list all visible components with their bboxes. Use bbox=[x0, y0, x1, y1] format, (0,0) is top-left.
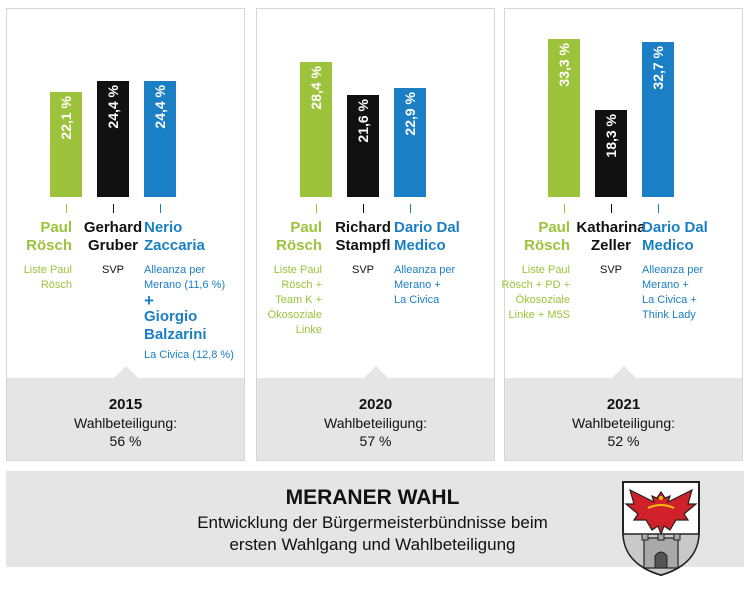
alliance-label: Alleanza per Merano + La Civica bbox=[394, 264, 456, 306]
candidate-info: Paul Rösch Liste Paul Rösch + Team K + Ökosoz… bbox=[268, 219, 322, 338]
bar-value-label: 24,4 % bbox=[105, 85, 121, 129]
bar: 22,9 % bbox=[394, 88, 426, 197]
bar-value-label: 22,9 % bbox=[402, 92, 418, 136]
candidate-info: Richard Stampfl SVP bbox=[335, 219, 391, 278]
tick-mark bbox=[66, 204, 67, 213]
candidate-name: Giorgio Balzarini bbox=[144, 308, 207, 343]
banner-subtitle: Entwicklung der Bürgermeisterbündnisse b… bbox=[0, 512, 745, 556]
bar: 24,4 % bbox=[97, 81, 129, 197]
alliance-label: SVP bbox=[599, 264, 622, 276]
candidate-info: Paul Rösch Liste Paul Rösch bbox=[24, 219, 72, 293]
election-year: 2015 bbox=[108, 396, 143, 413]
plus-sign: + bbox=[144, 291, 154, 310]
bar: 22,1 % bbox=[50, 92, 82, 197]
tick-mark bbox=[611, 204, 612, 213]
turnout-value: 57 % bbox=[359, 433, 392, 449]
candidate-name: Dario Dal Medico bbox=[642, 219, 708, 254]
turnout-label: Wahlbeteiligung: bbox=[74, 415, 177, 431]
candidate-name: Paul Rösch bbox=[26, 219, 72, 254]
tick-mark bbox=[363, 204, 364, 213]
candidate-info: Nerio Zaccaria Alleanza per Merano (11,6 %)… bbox=[144, 219, 234, 363]
chart-panel-2020: 28,4 % Paul Rösch Liste Paul Rösch + Team K +… bbox=[256, 8, 495, 461]
bar: 24,4 % bbox=[144, 81, 176, 197]
turnout-value: 52 % bbox=[607, 433, 640, 449]
eagle-coat-of-arms-icon bbox=[622, 481, 700, 577]
candidate-name: Richard Stampfl bbox=[335, 219, 391, 254]
candidate-column: 32,7 % Dario Dal Medico Alleanza per Merano … bbox=[632, 9, 712, 449]
banner-subtitle-line-1: Entwicklung der Bürgermeisterbündnisse b… bbox=[197, 513, 548, 532]
alliance-label: Liste Paul Rösch + PD + Ökosoziale Linke + … bbox=[501, 264, 570, 321]
tick-mark bbox=[316, 204, 317, 213]
turnout-value: 56 % bbox=[109, 433, 142, 449]
candidate-name: Paul Rösch bbox=[524, 219, 570, 254]
turnout-label: Wahlbeteiligung: bbox=[324, 415, 427, 431]
bar-value-label: 24,4 % bbox=[152, 85, 168, 129]
alliance-label: Liste Paul Rösch bbox=[23, 264, 72, 291]
tick-mark bbox=[410, 204, 411, 213]
panel-footer: 2020 Wahlbeteiligung: 57 % bbox=[257, 366, 494, 460]
candidate-info: Paul Rösch Liste Paul Rösch + PD + Ökosozial… bbox=[502, 219, 570, 323]
candidate-name: Gerhard Gruber bbox=[83, 219, 143, 254]
candidate-column: 22,1 % Paul Rösch Liste Paul Rösch bbox=[24, 9, 120, 449]
candidate-column: 24,4 % Nerio Zaccaria Alleanza per Merano (1… bbox=[134, 9, 234, 449]
bar-value-label: 32,7 % bbox=[650, 45, 666, 90]
candidate-info: Katharina Zeller SVP bbox=[576, 219, 645, 278]
alliance-label: Alleanza per Merano (11,6 %) bbox=[144, 264, 226, 291]
bar-value-label: 28,4 % bbox=[308, 66, 324, 110]
candidate-name: Katharina Zeller bbox=[576, 219, 646, 254]
candidate-info: Dario Dal Medico Alleanza per Merano + La Ci… bbox=[642, 219, 708, 323]
bar: 18,3 % bbox=[595, 110, 627, 197]
chart-panel-2015: 22,1 % Paul Rösch Liste Paul Rösch 24,4 % Gerh… bbox=[6, 8, 245, 461]
candidate-column: 33,3 % Paul Rösch Liste Paul Rösch + PD + Öko… bbox=[502, 9, 618, 449]
candidate-column: 18,3 % Katharina Zeller SVP bbox=[576, 9, 665, 449]
alliance-label: SVP bbox=[101, 264, 125, 276]
candidate-column: 22,9 % Dario Dal Medico Alleanza per Merano … bbox=[384, 9, 464, 449]
bar: 28,4 % bbox=[300, 62, 332, 197]
bar: 33,3 % bbox=[548, 39, 580, 197]
candidate-info: Dario Dal Medico Alleanza per Merano + La Ci… bbox=[394, 219, 460, 308]
election-year: 2020 bbox=[358, 396, 393, 413]
candidate-name: Dario Dal Medico bbox=[394, 219, 460, 254]
tick-mark bbox=[160, 204, 161, 213]
turnout-label: Wahlbeteiligung: bbox=[572, 415, 675, 431]
alliance-label: Alleanza per Merano + La Civica + Think Lad… bbox=[642, 264, 704, 321]
candidate-column: 24,4 % Gerhard Gruber SVP bbox=[84, 9, 167, 449]
candidate-name: Nerio Zaccaria bbox=[144, 219, 205, 254]
tick-mark bbox=[658, 204, 659, 213]
candidate-info: Gerhard Gruber SVP bbox=[84, 219, 142, 278]
banner-subtitle-line-2: ersten Wahlgang und Wahlbeteiligung bbox=[229, 535, 516, 554]
alliance-label: Liste Paul Rösch + Team K + Ökosoziale Linke bbox=[267, 264, 322, 336]
bar-value-label: 21,6 % bbox=[355, 98, 371, 143]
alliance-label: SVP bbox=[351, 264, 375, 276]
title-banner bbox=[6, 471, 744, 567]
banner-title: MERANER WAHL bbox=[285, 486, 460, 509]
bar: 32,7 % bbox=[642, 41, 674, 197]
candidate-column: 28,4 % Paul Rösch Liste Paul Rösch + Team K +… bbox=[268, 9, 370, 449]
panel-footer: 2021 Wahlbeteiligung: 52 % bbox=[505, 366, 742, 460]
tick-mark bbox=[113, 204, 114, 213]
alliance-label: La Civica (12,8 %) bbox=[144, 349, 234, 361]
bar-value-label: 18,3 % bbox=[603, 114, 619, 158]
election-year: 2021 bbox=[606, 396, 641, 413]
candidate-name: Paul Rösch bbox=[276, 219, 322, 254]
bar-value-label: 33,3 % bbox=[556, 43, 572, 87]
chart-panel-2021: 33,3 % Paul Rösch Liste Paul Rösch + PD + Öko… bbox=[502, 8, 743, 461]
bar-value-label: 22,1 % bbox=[58, 96, 74, 140]
candidate-column: 21,6 % Richard Stampfl SVP bbox=[335, 9, 417, 449]
bar: 21,6 % bbox=[347, 94, 379, 197]
tick-mark bbox=[564, 204, 565, 213]
panel-footer: 2015 Wahlbeteiligung: 56 % bbox=[7, 366, 244, 460]
